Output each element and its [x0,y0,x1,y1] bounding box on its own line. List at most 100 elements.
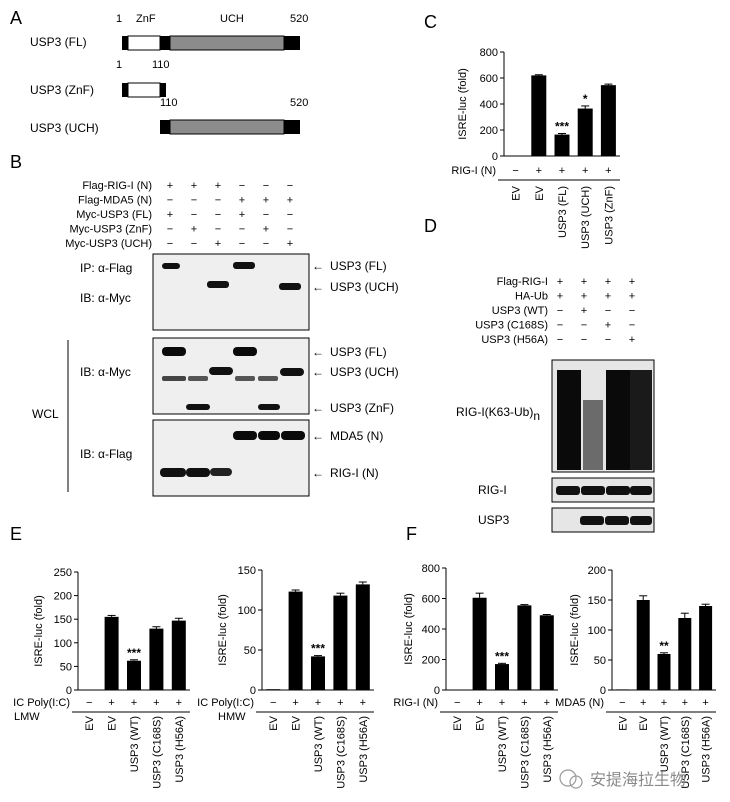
chart-c: 0 200 400 600 800 ISRE-luc (fold) − EV + EV *** + US… [451,47,620,249]
panel-f: F 0 200 400 600 800 ISRE-luc (fold) − EV + EV *** +… [393,524,716,789]
condition-label: HA-Ub [515,291,548,303]
bar [495,664,509,690]
fl-end: 520 [290,13,308,25]
stim-mark: + [661,697,667,709]
band [210,468,232,476]
bar [636,600,650,690]
bar [517,605,532,690]
condition-mark: − [239,180,245,192]
condition-label: Flag-RIG-I (N) [82,180,152,192]
bar [472,597,487,690]
x-tick-label: EV [534,185,546,200]
bar [657,654,671,690]
condition-mark: + [287,195,293,207]
fl-bar-link [160,36,170,50]
panel-letter-c: C [424,12,437,32]
x-tick-label: USP3 (H56A) [542,716,554,783]
x-tick-label: USP3 (FL) [557,186,569,238]
band [233,347,257,356]
bar [311,656,325,690]
band [209,367,233,375]
band [606,486,630,495]
construct-label-uch: USP3 (UCH) [30,121,99,135]
bar [539,615,554,690]
y-tick-label: 800 [480,47,498,59]
panel-letter-f: F [406,524,417,544]
condition-mark: + [191,180,197,192]
uch-end: 520 [290,97,308,109]
band-label-usp3-fl: USP3 (FL) [330,259,387,273]
condition-mark: − [167,224,173,236]
condition-label: Flag-RIG-I [497,276,548,288]
y-tick-label: 50 [594,655,606,667]
chart-f-rigi: 0 200 400 600 800 ISRE-luc (fold) − EV + EV *** + US… [393,563,558,789]
znf-start: 1 [116,59,122,71]
blot-label-ip: IP: α-Flag [80,261,132,275]
znf-bar-end [160,83,166,97]
panel-d: D Flag-RIG-I + + + +HA-Ub + + + +USP3 (WT) − + − −US… [424,216,655,533]
y-axis-label: ISRE-luc (fold) [217,594,229,666]
condition-label: Myc-USP3 (ZnF) [70,224,153,236]
stim-mark: − [619,697,625,709]
bar [699,606,713,690]
condition-mark: + [239,209,245,221]
znf-bar-znf [127,82,161,98]
condition-label: Myc-USP3 (UCH) [65,238,152,250]
blot-label-ib-myc-1: IB: α-Myc [80,291,131,305]
panel-letter-b: B [10,152,22,172]
condition-mark: − [263,238,269,250]
condition-mark: − [191,209,197,221]
arrow-icon: ← [312,259,324,273]
watermark-text: 安提海拉生物 [590,771,686,789]
panel-letter-a: A [10,8,22,28]
stim-mark: − [86,697,92,709]
x-tick-label: EV [511,185,523,200]
condition-mark: − [605,334,611,346]
y-tick-label: 0 [66,685,72,697]
arrow-icon: ← [312,345,324,359]
band-label-usp3-uch-2: USP3 (UCH) [330,365,399,379]
y-tick-label: 150 [238,565,256,577]
band-arrows: ← USP3 (FL) ← USP3 (UCH) ← USP3 (FL) ← U… [312,259,399,480]
uch-start: 110 [160,97,178,109]
watermark: 安提海拉生物 [559,769,686,789]
k63-ub-label: RIG-I(K63-Ub) [456,405,533,419]
stimulus-label: RIG-I (N) [451,165,496,177]
condition-mark: − [557,320,563,332]
construct-label-fl: USP3 (FL) [30,35,87,49]
x-tick-label: EV [475,715,487,730]
blot-label-ib-flag: IB: α-Flag [80,447,132,461]
x-tick-label: USP3 (WT) [129,716,141,772]
condition-mark: + [263,195,269,207]
band-label-usp3-fl-2: USP3 (FL) [330,345,387,359]
condition-mark: + [629,276,635,288]
blot-label-usp3: USP3 [478,513,510,527]
stimulus-label: IC Poly(I:C) [197,697,254,709]
band [186,468,210,477]
condition-mark: + [581,305,587,317]
condition-mark: − [287,209,293,221]
fl-bar-cterm [284,36,300,50]
y-tick-label: 150 [54,614,72,626]
condition-mark: + [557,291,563,303]
fl-bar-znf [127,35,161,51]
stim-mark: + [559,165,565,177]
condition-mark: − [239,238,245,250]
y-tick-label: 400 [480,99,498,111]
band [605,516,629,525]
stim-mark: + [315,697,321,709]
significance-label: *** [495,649,509,663]
band-label-usp3-uch: USP3 (UCH) [330,280,399,294]
condition-mark: − [629,305,635,317]
band [258,404,280,410]
stim-mark: + [499,697,505,709]
y-tick-label: 0 [250,685,256,697]
bar [531,75,547,156]
uch-bar-start [160,120,170,134]
smear-lane-3 [606,370,630,470]
band [233,262,255,269]
condition-mark: − [167,238,173,250]
x-tick-label: USP3 (H56A) [701,716,713,783]
bar [615,689,629,690]
